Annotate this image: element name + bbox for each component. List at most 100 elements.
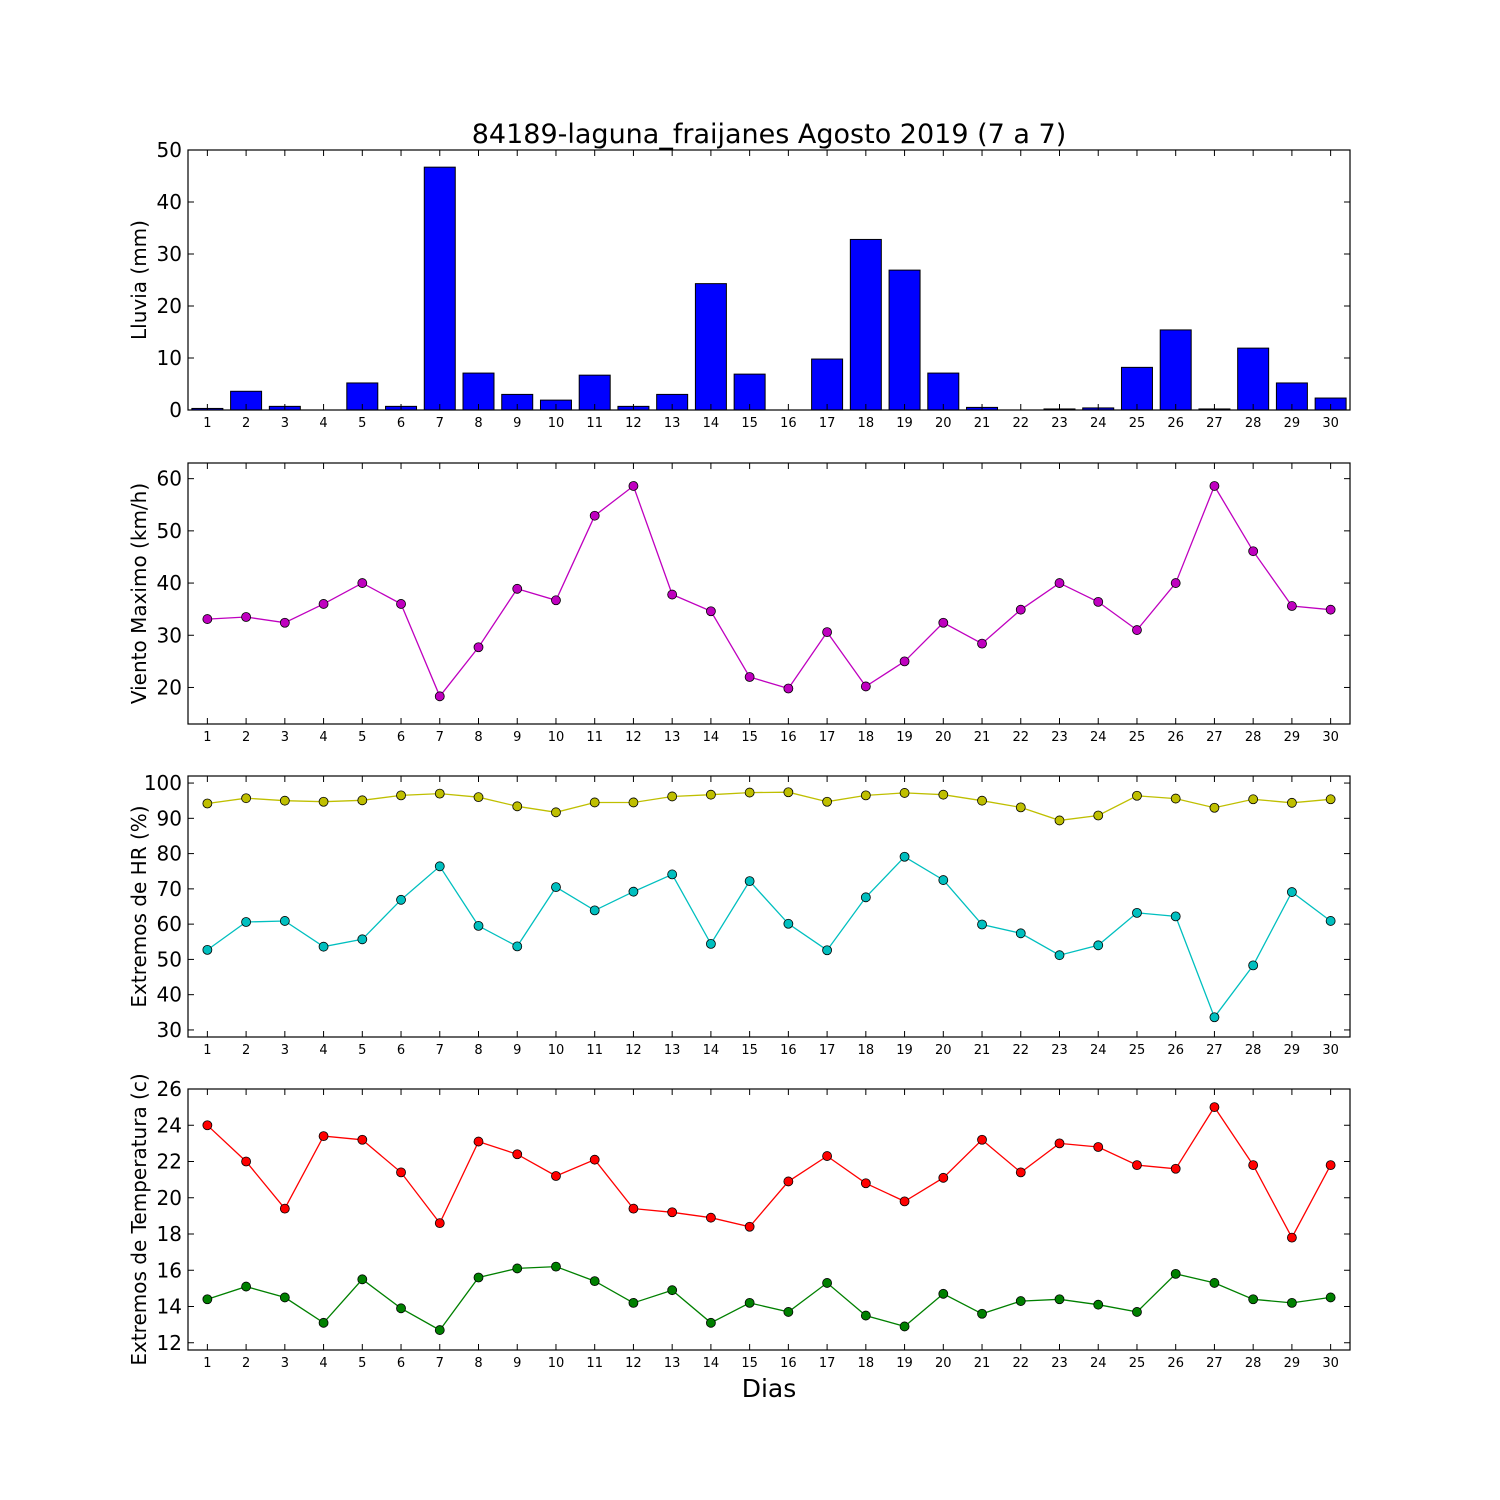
humidity-series-2-point-4 bbox=[318, 941, 329, 952]
ytick-label: 50 bbox=[157, 947, 182, 971]
xtick-label: 17 bbox=[819, 730, 836, 745]
xtick-label: 26 bbox=[1167, 1356, 1184, 1371]
temperature-series-2-point-4 bbox=[318, 1317, 329, 1328]
temperature-series-1-line bbox=[206, 1105, 1332, 1239]
xtick-label: 28 bbox=[1245, 416, 1262, 431]
y-axis-label-wind: Viento Maximo (km/h) bbox=[127, 483, 151, 704]
xtick-label: 2 bbox=[242, 1356, 250, 1371]
humidity-series-1-point-30 bbox=[1325, 794, 1336, 805]
wind-series-1-point-21 bbox=[977, 638, 987, 649]
temperature-series-2-point-5 bbox=[357, 1274, 368, 1285]
xtick-label: 7 bbox=[436, 1043, 444, 1058]
xtick-label: 17 bbox=[819, 416, 836, 431]
xtick-label: 23 bbox=[1051, 1356, 1068, 1371]
xtick-label: 18 bbox=[858, 730, 875, 745]
humidity-series-2-point-9 bbox=[512, 941, 523, 952]
humidity-series-2-line bbox=[207, 855, 1331, 1019]
ytick-label: 20 bbox=[157, 675, 182, 699]
wind-series-1-point-24 bbox=[1093, 596, 1104, 607]
temperature-series-2-point-8 bbox=[473, 1272, 484, 1283]
temperature-series-2-point-7 bbox=[434, 1325, 445, 1335]
wind-series-1-point-9 bbox=[512, 583, 523, 594]
humidity-series-1-point-16 bbox=[783, 787, 794, 798]
temperature-series-2-point-16 bbox=[783, 1307, 794, 1317]
xtick-label: 11 bbox=[586, 416, 603, 431]
temperature-series-2-point-11 bbox=[589, 1276, 600, 1287]
xtick-label: 11 bbox=[586, 1356, 603, 1371]
wind-series-1-point-2 bbox=[241, 612, 252, 622]
humidity-series-1-point-14 bbox=[706, 789, 716, 800]
humidity-series-1-point-22 bbox=[1015, 802, 1026, 813]
temperature-series-2-point-6 bbox=[396, 1303, 406, 1314]
xtick-label: 23 bbox=[1051, 416, 1068, 431]
ytick-label: 0 bbox=[169, 398, 182, 422]
xtick-label: 8 bbox=[474, 730, 482, 745]
xtick-label: 29 bbox=[1284, 1043, 1301, 1058]
xtick-label: 15 bbox=[741, 730, 758, 745]
wind-series-1-point-22 bbox=[1015, 604, 1026, 615]
temperature-series-1-point-11 bbox=[589, 1154, 600, 1165]
xtick-label: 16 bbox=[780, 416, 797, 431]
xtick-label: 12 bbox=[625, 1043, 642, 1058]
xtick-label: 14 bbox=[703, 1356, 720, 1371]
xtick-label: 15 bbox=[741, 416, 758, 431]
humidity-series-2-point-13 bbox=[667, 869, 678, 880]
temperature-series-1-point-6 bbox=[396, 1167, 406, 1178]
humidity-series-2-point-21 bbox=[977, 919, 987, 930]
xtick-label: 20 bbox=[935, 1043, 952, 1058]
humidity-series-2-point-7 bbox=[434, 861, 445, 872]
wind-series-1-line bbox=[207, 484, 1331, 698]
axes-frame-rain bbox=[187, 149, 1351, 411]
xtick-label: 27 bbox=[1206, 416, 1223, 431]
xtick-label: 23 bbox=[1051, 730, 1068, 745]
xtick-label: 13 bbox=[664, 1356, 681, 1371]
bar-day-19 bbox=[888, 269, 921, 411]
ytick-label: 30 bbox=[157, 623, 182, 647]
xtick-label: 17 bbox=[819, 1356, 836, 1371]
wind-series-1-point-3 bbox=[279, 617, 290, 628]
xtick-label: 1 bbox=[203, 1356, 211, 1371]
ytick-label: 30 bbox=[157, 242, 182, 266]
wind-series-1-point-23 bbox=[1054, 578, 1065, 588]
temperature-series-2-point-21 bbox=[977, 1308, 987, 1319]
xtick-label: 16 bbox=[780, 1356, 797, 1371]
xtick-label: 5 bbox=[358, 730, 366, 745]
chart-title: 84189-laguna_fraijanes Agosto 2019 (7 a … bbox=[472, 119, 1066, 150]
wind-series-1-point-5 bbox=[357, 578, 368, 588]
humidity-series-1-point-24 bbox=[1093, 810, 1104, 821]
temperature-series-2-point-23 bbox=[1054, 1294, 1065, 1305]
axes-frame-humidity bbox=[187, 775, 1351, 1038]
wind-series-1-point-11 bbox=[589, 510, 600, 521]
wind-series-1-point-19 bbox=[899, 656, 910, 667]
humidity-series-1-point-11 bbox=[589, 797, 600, 808]
humidity-series-2-point-25 bbox=[1132, 907, 1142, 918]
temperature-series-1-point-21 bbox=[977, 1134, 987, 1145]
xtick-label: 9 bbox=[513, 416, 521, 431]
temperature-series-2-point-13 bbox=[667, 1285, 678, 1296]
xtick-label: 14 bbox=[703, 730, 720, 745]
temperature-series-1-point-28 bbox=[1248, 1160, 1259, 1171]
ytick-label: 20 bbox=[157, 1186, 182, 1210]
xtick-label: 4 bbox=[319, 416, 327, 431]
wind-series-1-point-17 bbox=[822, 627, 832, 638]
xtick-label: 30 bbox=[1322, 1043, 1339, 1058]
xtick-label: 23 bbox=[1051, 1043, 1068, 1058]
xtick-label: 21 bbox=[974, 730, 991, 745]
temperature-series-1-point-7 bbox=[434, 1218, 445, 1229]
wind-series-1-point-1 bbox=[202, 614, 213, 624]
humidity-series-2-point-1 bbox=[202, 944, 213, 955]
xtick-label: 20 bbox=[935, 1356, 952, 1371]
humidity-series-1-point-12 bbox=[628, 797, 639, 808]
temperature-series-1-point-26 bbox=[1170, 1163, 1181, 1174]
humidity-series-2-point-17 bbox=[822, 945, 832, 956]
ytick-label: 60 bbox=[157, 467, 182, 491]
wind-series-1-point-10 bbox=[551, 595, 561, 606]
xtick-label: 16 bbox=[780, 730, 797, 745]
xtick-label: 21 bbox=[974, 1043, 991, 1058]
temperature-series-1-point-16 bbox=[783, 1176, 794, 1187]
xtick-label: 26 bbox=[1167, 416, 1184, 431]
ytick-label: 10 bbox=[157, 346, 182, 370]
humidity-series-2-point-16 bbox=[783, 918, 794, 929]
